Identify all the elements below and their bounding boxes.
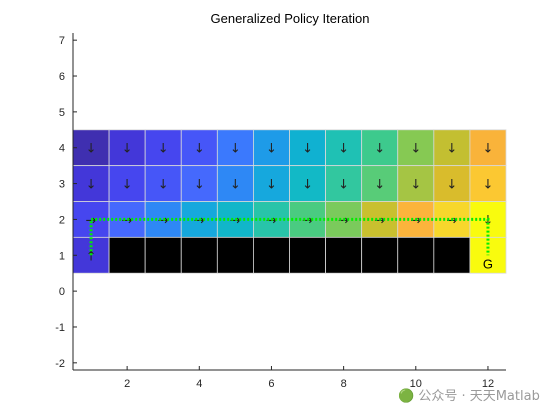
- arrow-r2-c2: →: [122, 213, 133, 228]
- arrow-r3-c7: ↓: [302, 178, 313, 193]
- arrow-r4-c8: ↓: [338, 142, 349, 157]
- arrow-r4-c5: ↓: [230, 142, 241, 157]
- arrow-r4-c6: ↓: [266, 142, 277, 157]
- x-tick-label: 2: [124, 378, 130, 390]
- y-tick-label: -2: [55, 358, 65, 370]
- y-tick-label: 2: [59, 214, 65, 226]
- cell-r1-c6: [253, 236, 290, 274]
- chart-title: Generalized Policy Iteration: [211, 11, 370, 26]
- cell-r3-c6: [253, 165, 290, 202]
- optimal-path: [89, 217, 490, 256]
- x-tick-label: 6: [268, 378, 274, 390]
- cell-r1-c2: [108, 236, 146, 274]
- arrow-r3-c12: ↓: [483, 178, 494, 193]
- arrow-r3-c2: ↓: [122, 178, 133, 193]
- arrow-r4-c3: ↓: [158, 142, 169, 157]
- cell-r3-c12: [469, 165, 507, 202]
- arrow-r1-c1: ↑: [86, 249, 97, 264]
- arrow-r4-c11: ↓: [446, 142, 457, 157]
- arrow-r3-c9: ↓: [374, 178, 385, 193]
- arrow-r3-c5: ↓: [230, 178, 241, 193]
- cell-r4-c2: [108, 129, 146, 167]
- y-tick-label: 4: [59, 143, 65, 155]
- cell-r3-c8: [325, 165, 363, 202]
- watermark: 🟢 公众号 · 天天Matlab: [398, 389, 540, 404]
- arrow-r4-c7: ↓: [302, 142, 313, 157]
- arrow-r4-c12: ↓: [483, 142, 494, 157]
- arrow-r3-c1: ↓: [86, 178, 97, 193]
- y-tick-label: 1: [59, 250, 65, 262]
- cell-r1-c10: [397, 236, 435, 274]
- cell-r1-c4: [180, 236, 218, 274]
- grid-cells: [72, 129, 507, 274]
- arrow-r3-c11: ↓: [446, 178, 457, 193]
- arrow-r3-c6: ↓: [266, 178, 277, 193]
- x-tick-label: 4: [196, 378, 202, 390]
- cell-r3-c2: [108, 165, 146, 202]
- x-tick-label: 10: [410, 378, 422, 390]
- y-tick-label: -1: [55, 322, 65, 334]
- y-tick-label: 6: [59, 71, 65, 83]
- cell-r3-c10: [397, 165, 435, 202]
- cell-r4-c1: [72, 129, 110, 167]
- arrow-r3-c8: ↓: [338, 178, 349, 193]
- cell-r4-c10: [397, 129, 435, 167]
- arrow-r3-c4: ↓: [194, 178, 205, 193]
- cell-r1-c8: [325, 236, 363, 274]
- cell-r3-c5: [216, 165, 254, 202]
- x-tick-label: 8: [341, 378, 347, 390]
- goal-marker: G: [483, 256, 493, 271]
- cell-r1-c5: [216, 236, 254, 274]
- cell-r1-c11: [433, 236, 471, 274]
- arrow-r4-c9: ↓: [374, 142, 385, 157]
- cell-r4-c8: [325, 129, 363, 167]
- y-tick-label: 7: [59, 35, 65, 47]
- arrow-r4-c10: ↓: [410, 142, 421, 157]
- x-tick-label: 12: [482, 378, 494, 390]
- path-line: [89, 217, 490, 256]
- arrow-r3-c3: ↓: [158, 178, 169, 193]
- cell-r3-c9: [361, 165, 399, 202]
- cell-r3-c11: [433, 165, 471, 202]
- arrow-r4-c4: ↓: [194, 142, 205, 157]
- cell-r1-c7: [289, 236, 326, 274]
- cell-r3-c7: [289, 165, 326, 202]
- arrow-r2-c1: →: [86, 213, 97, 228]
- arrow-r4-c2: ↓: [122, 142, 133, 157]
- cell-r4-c12: [469, 129, 507, 167]
- y-tick-label: 5: [59, 107, 65, 119]
- y-tick-label: 3: [59, 179, 65, 191]
- goal-label: G: [483, 256, 493, 271]
- arrow-r3-c10: ↓: [410, 178, 421, 193]
- arrow-r4-c1: ↓: [86, 142, 97, 157]
- cell-r3-c4: [180, 165, 218, 202]
- cell-r4-c6: [253, 129, 290, 167]
- y-tick-label: 0: [59, 286, 65, 298]
- cell-r1-c3: [144, 236, 182, 274]
- cell-r1-c9: [361, 236, 399, 274]
